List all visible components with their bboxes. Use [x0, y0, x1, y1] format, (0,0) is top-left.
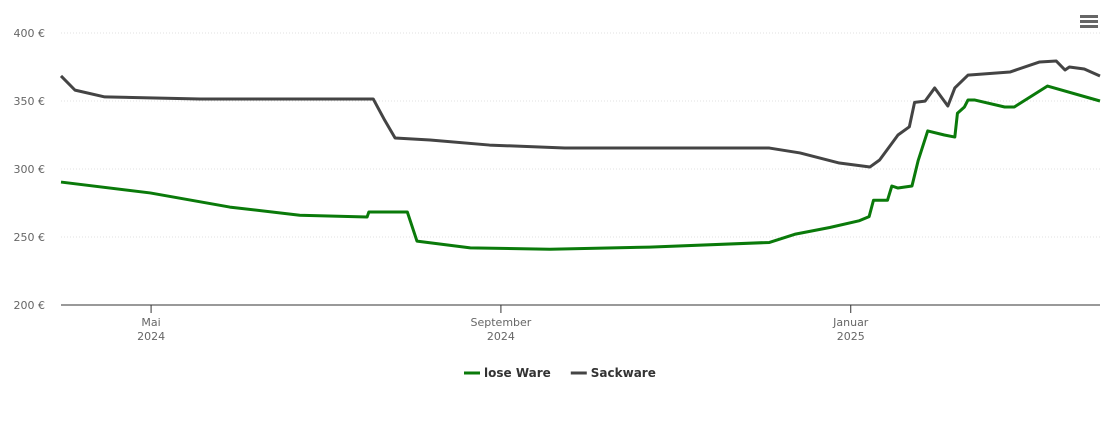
y-tick-label: 400 €: [14, 27, 46, 40]
x-tick-label: September 2024: [471, 316, 532, 343]
legend-item: lose Ware: [464, 366, 551, 380]
menu-button[interactable]: [1080, 15, 1098, 28]
menu-bar: [1080, 15, 1098, 18]
series-line: [60, 84, 1101, 251]
series-line: [59, 59, 1101, 169]
menu-bar: [1080, 20, 1098, 23]
legend-item: Sackware: [570, 366, 656, 380]
y-tick-label: 350 €: [14, 95, 46, 108]
x-tick-label: Januar 2025: [832, 316, 869, 343]
x-tick-label: Mai 2024: [137, 316, 165, 343]
y-tick-label: 250 €: [14, 231, 46, 244]
legend: lose Ware Sackware: [464, 366, 656, 380]
y-tick-label: 300 €: [14, 163, 46, 176]
y-tick-label: 200 €: [14, 299, 46, 312]
legend-label: lose Ware: [484, 366, 551, 380]
legend-label: Sackware: [591, 366, 656, 380]
menu-bar: [1080, 25, 1098, 28]
